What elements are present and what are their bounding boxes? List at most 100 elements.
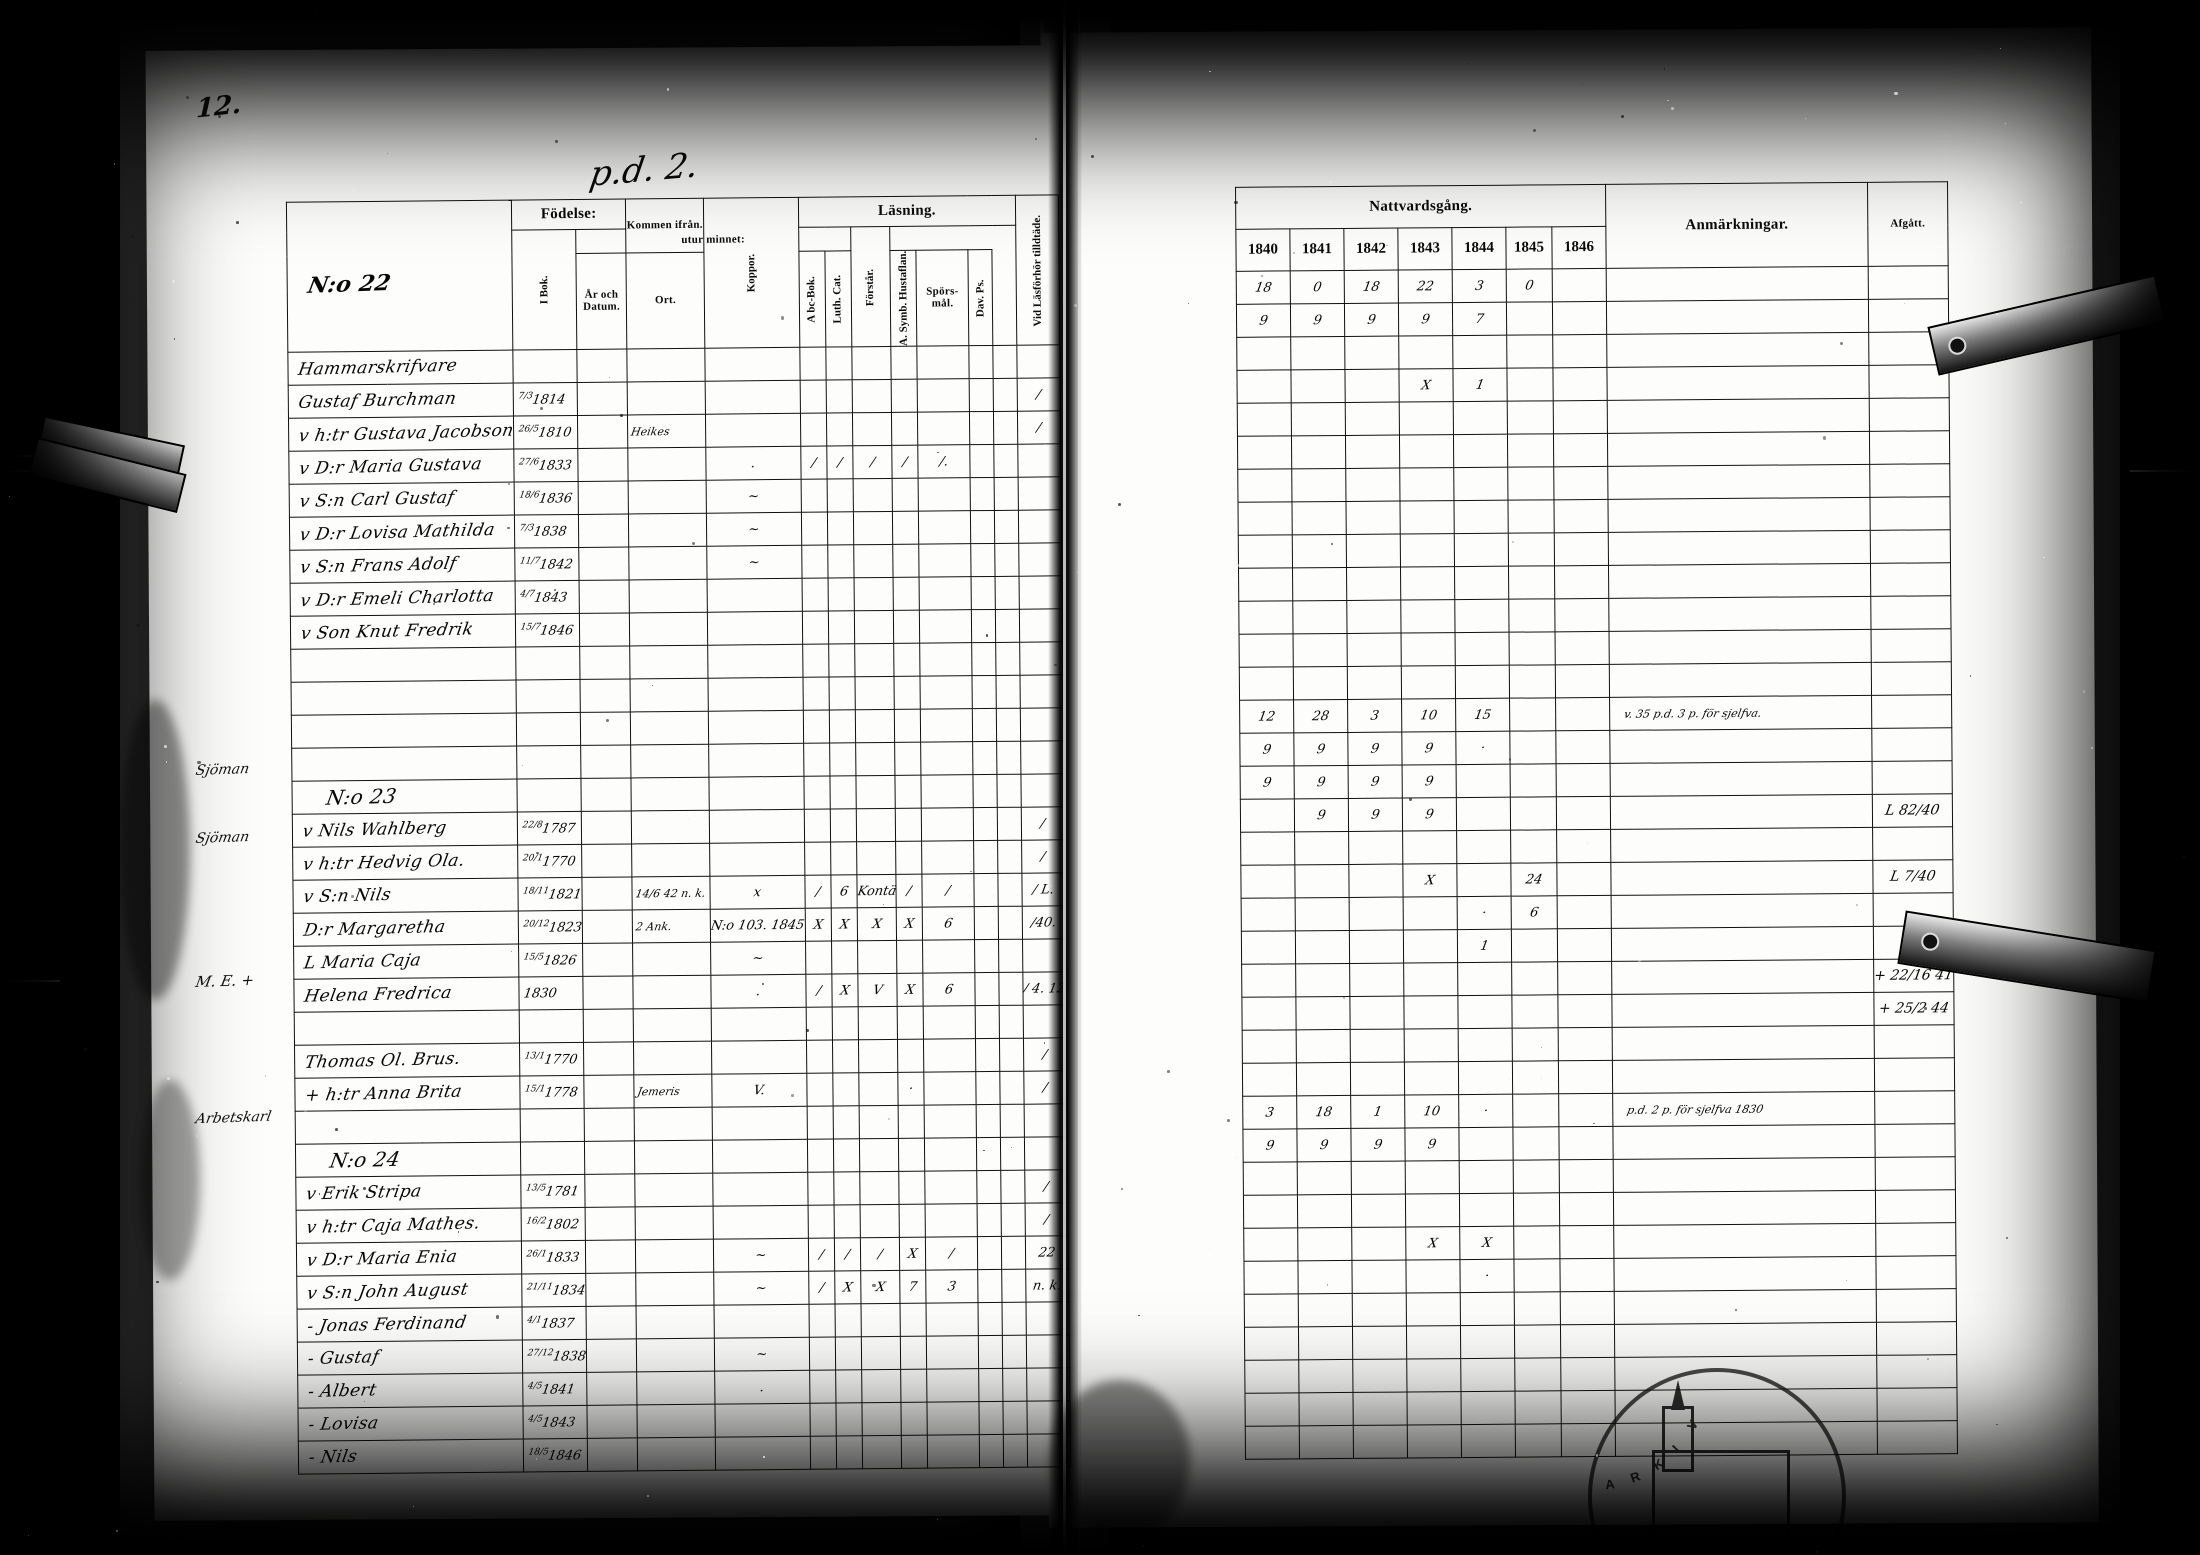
cell-lasning-6[interactable] [997,774,1022,808]
cell-lasning-1[interactable] [825,346,852,381]
cell-ort[interactable] [581,843,633,878]
cell-name[interactable] [290,647,517,683]
cell-name[interactable]: v D:r Maria Gustava [288,449,515,485]
cell-nattvard-1846[interactable] [1555,730,1611,764]
cell-koppor[interactable] [705,380,801,415]
cell-nattvard-1844[interactable]: 15 [1455,698,1510,732]
cell-birth-date[interactable]: 7/31838 [514,514,579,549]
cell-lasning-1[interactable]: X [834,1270,861,1305]
cell-nattvard-1846[interactable] [1553,433,1608,467]
cell-koppor[interactable] [708,677,803,712]
cell-nattvard-1846[interactable] [1552,301,1607,335]
cell-ort[interactable] [587,1404,638,1439]
cell-afgatt[interactable] [1876,1354,1957,1389]
cell-nattvard-1841[interactable]: 18 [1296,1095,1351,1129]
cell-lasning-2[interactable] [853,610,894,644]
cell-nattvard-1842[interactable] [1349,996,1405,1030]
cell-lasning-0[interactable] [806,1073,833,1107]
cell-kommen-ifran[interactable] [633,1041,712,1075]
cell-koppor[interactable]: . [714,1370,810,1405]
cell-ort[interactable] [582,909,633,944]
cell-birth-date[interactable]: 26/51810 [513,415,578,450]
cell-lasning-2[interactable]: / [852,445,893,479]
cell-nattvard-1842[interactable]: 9 [1350,1128,1406,1162]
cell-anmarkningar[interactable] [1611,926,1874,962]
cell-lasning-5[interactable] [970,510,995,544]
cell-lasning-0[interactable]: X [804,908,832,942]
cell-nattvard-1842[interactable] [1346,534,1401,568]
cell-lasning-5[interactable] [975,1038,1000,1072]
cell-birth-date[interactable]: 21/111834 [521,1273,587,1308]
cell-nattvard-1840[interactable] [1241,897,1296,932]
cell-name[interactable]: v S:n Nils [292,878,519,914]
cell-nattvard-1846[interactable] [1556,829,1611,863]
cell-nattvard-1845[interactable]: 24 [1510,862,1558,897]
cell-lasning-6[interactable] [993,444,1019,478]
cell-name[interactable]: D:r Margaretha [293,911,519,947]
cell-nattvard-1843[interactable]: 9 [1398,302,1453,337]
cell-lasning-0[interactable] [800,512,828,546]
cell-nattvard-1843[interactable] [1405,1259,1461,1294]
cell-lasning-2[interactable] [858,1039,898,1073]
cell-lasning-2[interactable] [856,841,897,875]
cell-lasning-3[interactable] [900,1336,927,1370]
cell-birth-date[interactable]: 15/71846 [515,613,580,648]
cell-nattvard-1842[interactable] [1349,963,1404,997]
cell-lasning-3[interactable]: / [896,874,923,908]
cell-birth-date[interactable]: 18/51846 [523,1438,588,1473]
cell-nattvard-1845[interactable] [1514,1291,1561,1326]
cell-nattvard-1845[interactable] [1513,1225,1560,1260]
cell-anmarkningar[interactable] [1610,860,1874,896]
cell-afgatt[interactable] [1875,1156,1956,1191]
cell-nattvard-1843[interactable] [1407,1424,1462,1459]
cell-lasning-3[interactable] [894,676,921,710]
cell-lasning-0[interactable]: / [800,446,827,480]
cell-lasning-1[interactable] [829,808,857,843]
cell-anmarkningar[interactable] [1613,1223,1876,1259]
cell-nattvard-1845[interactable] [1513,1192,1560,1227]
cell-koppor[interactable]: ~ [710,941,806,976]
cell-lasning-5[interactable] [973,840,998,874]
cell-name[interactable]: L Maria Caja [293,944,519,980]
cell-nattvard-1840[interactable]: 9 [1242,1128,1298,1163]
cell-nattvard-1842[interactable]: 9 [1347,732,1403,766]
cell-lasning-3[interactable] [895,775,922,809]
cell-ort[interactable] [578,481,629,515]
cell-birth-date[interactable]: 15/11778 [519,1075,585,1110]
cell-afgatt[interactable] [1869,496,1951,531]
cell-anmarkningar[interactable] [1607,431,1870,467]
cell-kommen-ifran[interactable] [631,777,710,811]
cell-nattvard-1842[interactable] [1351,1194,1406,1228]
cell-nattvard-1843[interactable] [1406,1292,1461,1327]
cell-nattvard-1846[interactable] [1558,1027,1613,1061]
cell-lasning-5[interactable] [975,1071,1001,1105]
cell-lasning-0[interactable]: / [807,1238,835,1272]
cell-lasning-4[interactable] [920,708,973,743]
cell-lasning-0[interactable] [809,1403,836,1437]
cell-lasning-3[interactable] [898,1171,926,1205]
cell-nattvard-1843[interactable]: 10 [1401,698,1456,733]
cell-nattvard-1845[interactable] [1511,928,1558,963]
cell-ort[interactable] [577,448,629,482]
cell-lasning-2[interactable] [858,1072,899,1106]
cell-afgatt[interactable] [1876,1321,1957,1356]
cell-lasning-4[interactable] [926,1368,980,1403]
cell-anmarkningar[interactable] [1612,1025,1875,1061]
cell-afgatt[interactable] [1869,397,1950,432]
cell-lasning-0[interactable] [806,1040,833,1074]
cell-birth-date[interactable]: 1830 [518,976,584,1011]
cell-birth-date[interactable]: 26/11833 [521,1240,586,1275]
cell-nattvard-1840[interactable]: 18 [1236,270,1291,305]
cell-nattvard-1841[interactable] [1295,897,1350,931]
cell-lasning-2[interactable] [853,577,894,611]
cell-nattvard-1846[interactable] [1555,664,1610,698]
cell-birth-date[interactable] [516,712,581,747]
cell-lasning-3[interactable] [890,346,918,380]
cell-lasning-3[interactable] [900,1303,927,1337]
cell-nattvard-1845[interactable] [1514,1324,1561,1359]
cell-nattvard-1843[interactable] [1403,995,1459,1030]
table-row[interactable]: · 6 [1241,892,1954,932]
cell-lasning-3[interactable] [893,643,921,677]
table-row[interactable] [1237,496,1951,536]
